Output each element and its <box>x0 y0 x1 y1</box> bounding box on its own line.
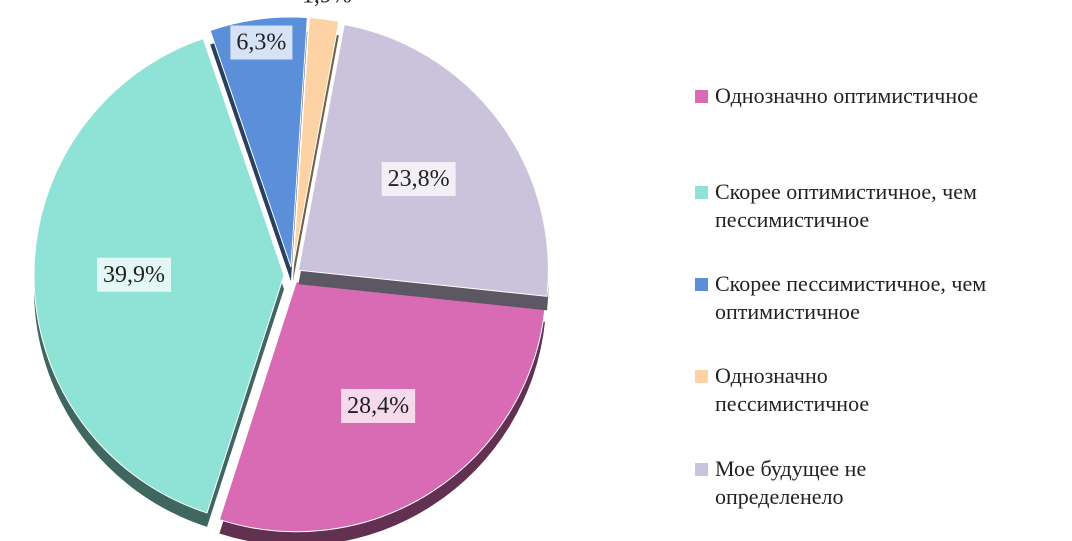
data-label-text: 28,4% <box>347 393 409 419</box>
data-label-text: 23,8% <box>388 166 450 192</box>
legend-label: Однозначно оптимистичное <box>715 83 979 108</box>
legend-label: Однозначно пессимистичное <box>715 363 870 416</box>
legend-swatch <box>695 463 708 476</box>
slice <box>292 17 340 268</box>
legend-item: Скорее оптимистичное, чем пессимистичное <box>695 178 1025 234</box>
chart: 28,4% 39,9% 6,3% 1,9% 23,8% <box>33 0 549 541</box>
legend-swatch <box>695 370 708 383</box>
data-label: 23,8% <box>381 162 456 197</box>
legend-label: Скорее пессимистичное, чем оптимистичное <box>715 271 987 324</box>
data-label-text: 39,9% <box>103 262 165 288</box>
data-label-text: 1,9% <box>302 0 352 9</box>
slice <box>209 16 308 268</box>
legend-item: Однозначно пессимистичное <box>695 362 895 418</box>
legend-swatch <box>695 186 708 199</box>
data-label: 39,9% <box>97 257 172 292</box>
legend-item: Мое будущее не определенело <box>695 455 925 511</box>
data-label: 28,4% <box>341 388 416 423</box>
legend-label: Мое будущее не определенело <box>715 456 867 509</box>
legend-label: Скорее оптимистичное, чем пессимистичное <box>715 179 977 232</box>
legend-swatch <box>695 90 708 103</box>
data-label-bg <box>230 25 293 60</box>
legend-item: Однозначно оптимистичное <box>695 82 1065 110</box>
data-label-text: 6,3% <box>236 30 286 56</box>
legend-swatch <box>695 278 708 291</box>
data-label: 1,9% <box>302 0 352 9</box>
legend-item: Скорее пессимистичное, чем оптимистичное <box>695 270 1015 326</box>
data-label-bg <box>341 388 416 423</box>
data-label-bg <box>97 257 172 292</box>
slice-side <box>292 31 339 282</box>
data-label: 6,3% <box>230 25 293 60</box>
slice <box>297 23 549 297</box>
data-label-bg <box>381 162 456 197</box>
